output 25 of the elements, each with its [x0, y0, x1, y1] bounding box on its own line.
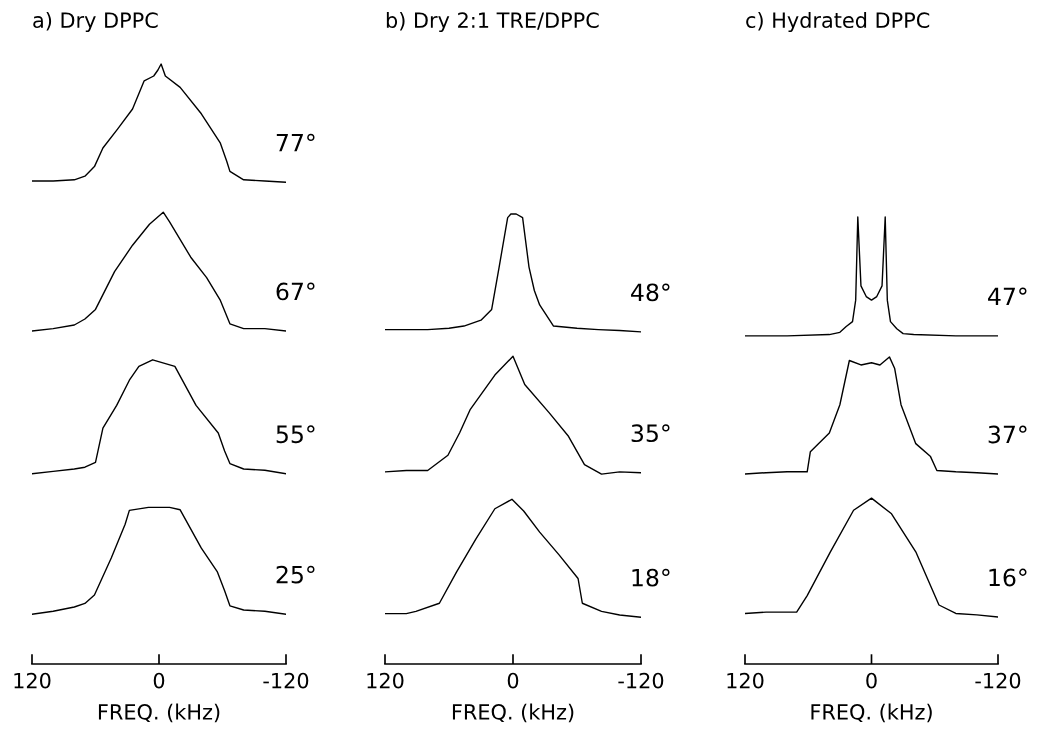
x-tick-label: -120	[618, 672, 664, 689]
series-label: 16°	[989, 568, 1027, 587]
x-tick-label: -120	[263, 672, 309, 689]
x-axis-title: FREQ. (kHz)	[452, 703, 574, 723]
x-tick-label: 120	[14, 672, 51, 689]
series-label: 35°	[631, 424, 670, 443]
x-tick-label: 0	[866, 672, 877, 689]
chart-title: b) Dry 2:1 TRE/DPPC	[386, 11, 599, 33]
series-label: 18°	[632, 568, 670, 587]
series-label: 37°	[988, 425, 1027, 444]
x-tick-label: 120	[727, 672, 764, 689]
series-label: 55°	[276, 425, 315, 444]
x-axis-title: FREQ. (kHz)	[811, 703, 932, 723]
x-axis-title: FREQ. (kHz)	[98, 703, 220, 723]
x-tick-label: 120	[367, 672, 404, 689]
x-tick-label: 0	[153, 672, 165, 689]
series-label: 48°	[631, 283, 670, 302]
series-label: 25°	[276, 565, 315, 584]
series-label: 67°	[276, 282, 315, 301]
x-tick-label: -120	[975, 672, 1021, 689]
series-label: 77°	[276, 133, 315, 152]
chart-title: a) Dry DPPC	[33, 11, 158, 33]
x-tick-label: 0	[507, 672, 519, 689]
series-label: 47°	[988, 287, 1027, 305]
chart-title: c) Hydrated DPPC	[746, 11, 930, 33]
